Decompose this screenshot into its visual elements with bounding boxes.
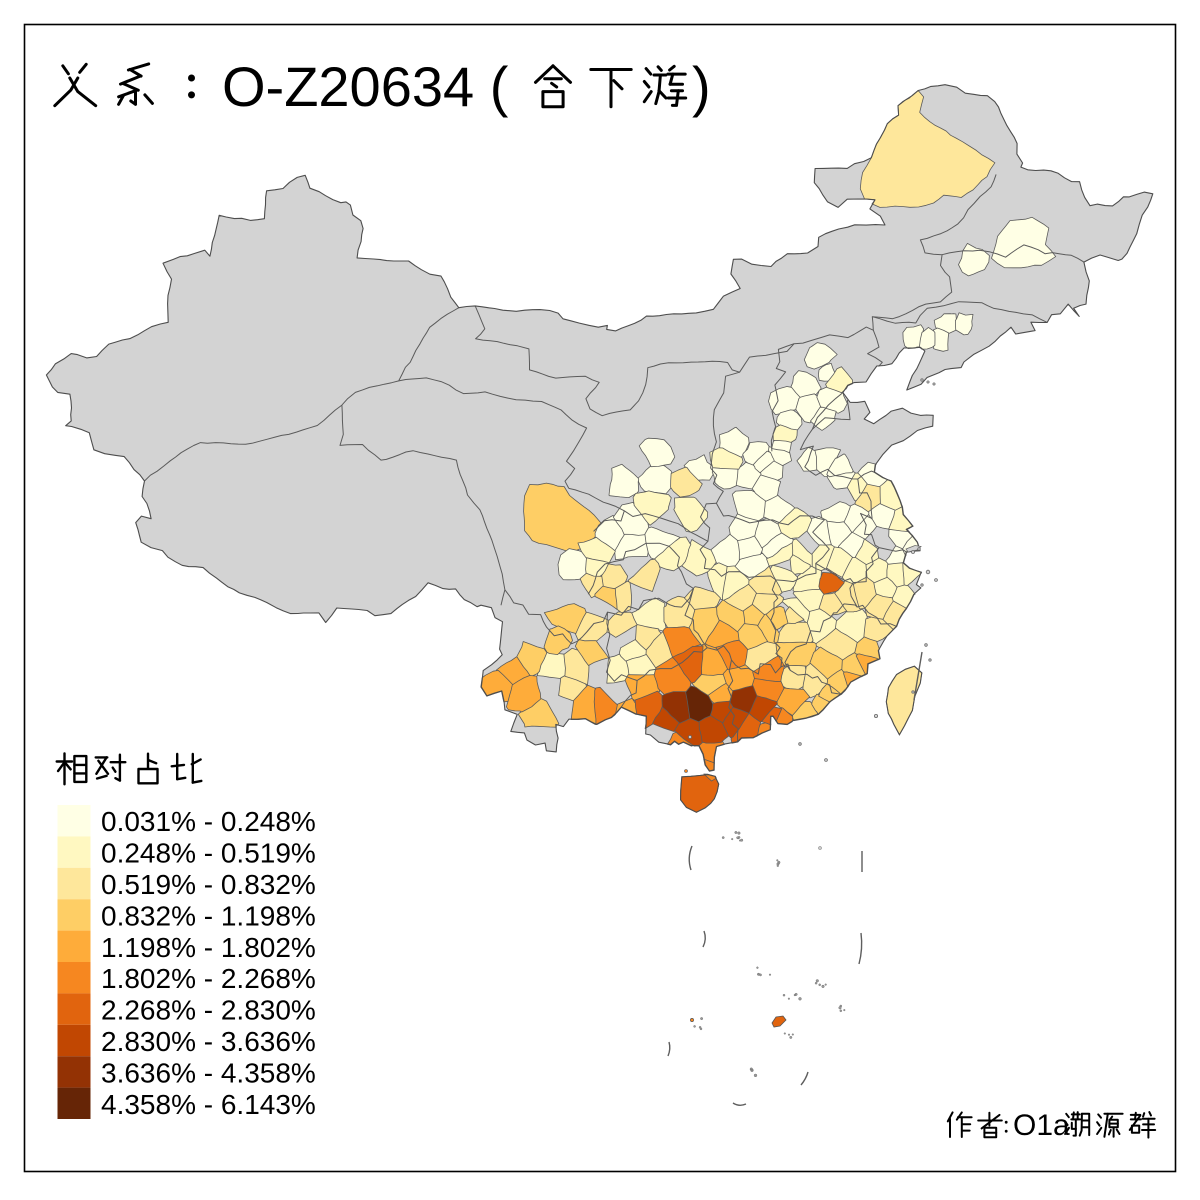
- svg-text:1.802% - 2.268%: 1.802% - 2.268%: [101, 963, 316, 994]
- svg-text:2.830% - 3.636%: 2.830% - 3.636%: [101, 1026, 316, 1057]
- svg-text:0.519% - 0.832%: 0.519% - 0.832%: [101, 869, 316, 900]
- svg-text:O-Z20634 (: O-Z20634 (: [222, 55, 509, 118]
- svg-text:4.358% - 6.143%: 4.358% - 6.143%: [101, 1089, 316, 1120]
- svg-text:): ): [692, 55, 711, 118]
- svg-text:0.832% - 1.198%: 0.832% - 1.198%: [101, 900, 316, 931]
- svg-text:3.636% - 4.358%: 3.636% - 4.358%: [101, 1057, 316, 1088]
- svg-text:0.031% - 0.248%: 0.031% - 0.248%: [101, 806, 316, 837]
- svg-text:1.198% - 1.802%: 1.198% - 1.802%: [101, 932, 316, 963]
- svg-text:O1a: O1a: [1013, 1109, 1070, 1142]
- svg-text:2.268% - 2.830%: 2.268% - 2.830%: [101, 995, 316, 1026]
- svg-text:0.248% - 0.519%: 0.248% - 0.519%: [101, 838, 316, 869]
